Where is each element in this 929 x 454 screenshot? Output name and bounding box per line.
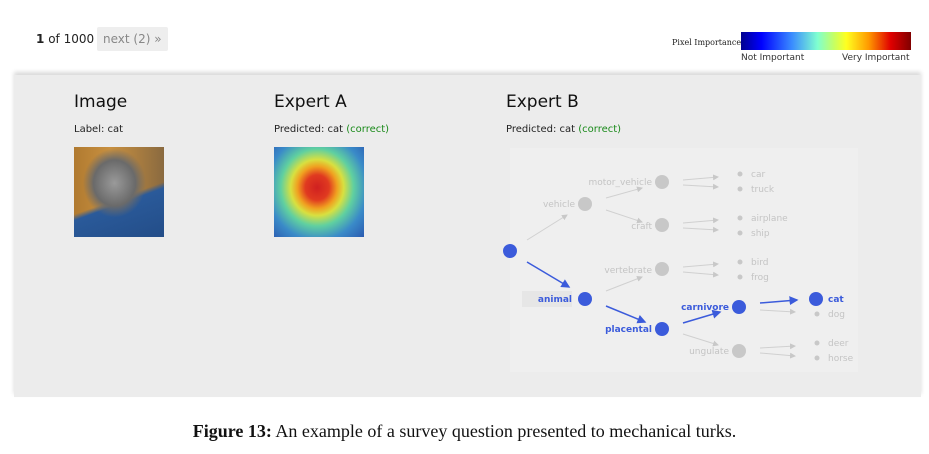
label-placental: placental [605, 325, 652, 335]
leaf-frog: frog [751, 273, 769, 283]
node-craft[interactable] [655, 218, 669, 232]
leaf-bird: bird [751, 258, 768, 268]
correct-badge: (correct) [578, 124, 622, 135]
leaf-cat-label: cat [828, 295, 844, 305]
saliency-heatmap [274, 147, 364, 237]
label-craft: craft [631, 222, 652, 232]
expert-b-heading: Expert B [506, 92, 579, 112]
node-animal[interactable] [578, 292, 592, 306]
legend-low-label: Not Important [741, 53, 805, 63]
image-heading: Image [74, 92, 128, 112]
expert-b-prediction: Predicted: cat (correct) [506, 124, 621, 135]
tree-background [510, 148, 858, 372]
label-ungulate: ungulate [689, 347, 729, 357]
pagination-status: 1 of 1000 [36, 32, 94, 46]
node-placental[interactable] [655, 322, 669, 336]
image-label: Label: cat [74, 124, 124, 135]
leaf-airplane: airplane [751, 214, 788, 224]
correct-badge: (correct) [346, 124, 390, 135]
leaf-cat[interactable] [809, 292, 823, 306]
legend-high-label: Very Important [842, 53, 910, 63]
caption-label: Figure 13: [192, 421, 272, 441]
figure-caption: Figure 13: An example of a survey questi… [0, 421, 929, 442]
leaf-truck: truck [751, 185, 775, 195]
colormap-bar [741, 32, 911, 50]
root-node[interactable] [503, 244, 517, 258]
expert-a-heading: Expert A [274, 92, 347, 112]
leaf-deer: deer [828, 339, 849, 349]
next-button[interactable]: next (2) » [97, 27, 168, 51]
leaf-horse: horse [828, 354, 854, 364]
label-animal: animal [538, 295, 572, 305]
node-ungulate[interactable] [732, 344, 746, 358]
leaf-ship: ship [751, 229, 770, 239]
highlighted-path-edges [526, 261, 799, 324]
node-motor-vehicle[interactable] [655, 175, 669, 189]
muted-edges [526, 174, 796, 359]
leaf-car: car [751, 170, 765, 180]
current-page: 1 [36, 32, 45, 46]
label-carnivore: carnivore [681, 303, 729, 313]
node-vehicle[interactable] [578, 197, 592, 211]
expert-a-prediction: Predicted: cat (correct) [274, 124, 389, 135]
label-vehicle: vehicle [543, 200, 576, 210]
label-vertebrate: vertebrate [604, 266, 652, 276]
node-vertebrate[interactable] [655, 262, 669, 276]
caption-text: An example of a survey question presente… [271, 421, 737, 441]
node-carnivore[interactable] [732, 300, 746, 314]
input-image [74, 147, 164, 237]
total-pages: of 1000 [48, 32, 95, 46]
prediction-text: Predicted: cat [274, 124, 344, 135]
legend-title: Pixel Importance: [672, 38, 744, 47]
leaf-dog: dog [828, 310, 845, 320]
prediction-text: Predicted: cat [506, 124, 576, 135]
label-motor-vehicle: motor_vehicle [588, 178, 652, 188]
